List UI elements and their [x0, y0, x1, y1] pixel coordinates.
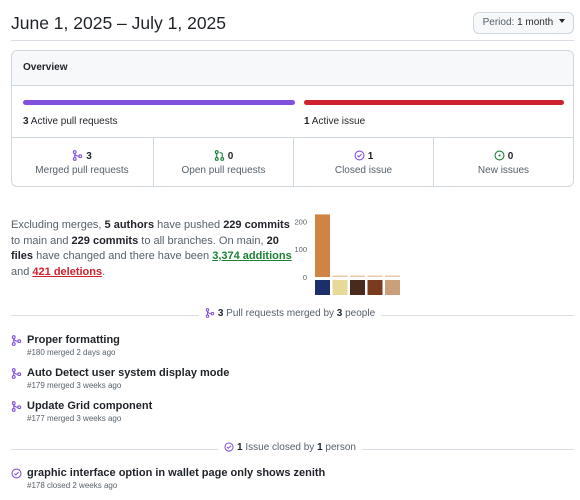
pr-title-link[interactable]: Update Grid component [27, 400, 153, 412]
issues-heading-text: person [322, 442, 356, 453]
issues-closed-count: 1 [237, 442, 243, 453]
y-tick-label: 200 [294, 217, 307, 226]
issues-people-count: 1 [317, 442, 323, 453]
open-pr-count: 0 [227, 151, 234, 162]
closed-issue-stat[interactable]: 1 Closed issue [293, 138, 433, 186]
active-issue-label: Active issue [311, 116, 366, 127]
contributor-avatar[interactable] [315, 280, 330, 295]
y-tick-label: 0 [303, 273, 307, 282]
merge-icon [205, 308, 215, 318]
commits-main-count: 229 commits [223, 219, 290, 231]
merged-pull-requests-stat[interactable]: 3 Merged pull requests [12, 138, 152, 186]
merge-icon [11, 401, 22, 412]
commits-all-count: 229 commits [71, 234, 139, 247]
closed-issue-count: 1 [367, 151, 374, 162]
closed-issue-label: Closed issue [334, 165, 393, 176]
contributor-avatar[interactable] [350, 280, 365, 295]
header-divider [11, 40, 574, 41]
files-changed-count: 20 files [11, 234, 279, 263]
active-issues-link[interactable]: 1 Active issue [304, 116, 365, 127]
issue-closed-icon [11, 468, 22, 479]
overview-title: Overview [12, 51, 573, 86]
contributor-avatar[interactable] [367, 280, 383, 295]
pr-meta: #180 merged 2 days ago [27, 348, 116, 357]
pr-list-item: Auto Detect user system display mode #17… [11, 366, 571, 396]
issue-list-item: graphic interface option in wallet page … [11, 466, 571, 496]
open-pr-label: Open pull requests [181, 165, 266, 176]
contributor-bar[interactable] [350, 275, 365, 278]
y-tick-label: 100 [294, 245, 307, 254]
merge-icon [73, 150, 83, 161]
issues-section-heading: 1 Issue closed by 1 person [0, 442, 580, 453]
overview-stats: 3 Merged pull requests 0 Open pull reque… [12, 138, 573, 186]
period-value: 1 month [517, 17, 554, 28]
prs-heading-text: people [342, 308, 376, 319]
commit-summary: Excluding merges, 5 authors have pushed … [11, 218, 296, 280]
contributor-bar[interactable] [332, 275, 348, 278]
summary-text: have pushed [154, 219, 224, 231]
authors-count: 5 authors [104, 219, 155, 231]
prs-merged-count: 3 [217, 308, 224, 319]
prs-people-count: 3 [336, 308, 343, 319]
open-pull-requests-stat[interactable]: 0 Open pull requests [153, 138, 293, 186]
overview-panel: Overview 3 Active pull requests 1 Active… [11, 50, 574, 187]
merged-pr-count: 3 [86, 151, 92, 162]
merged-pr-label: Merged pull requests [35, 165, 129, 176]
new-issues-stat[interactable]: 0 New issues [433, 138, 573, 186]
merge-icon [11, 335, 22, 346]
contributor-bar[interactable] [385, 275, 400, 278]
issue-title-link[interactable]: graphic interface option in wallet page … [27, 467, 326, 479]
issue-closed-icon [224, 442, 234, 452]
pr-list-item: Update Grid component #177 merged 3 week… [11, 399, 571, 429]
new-issues-count: 0 [507, 151, 514, 162]
pr-list-item: Proper formatting #180 merged 2 days ago [11, 333, 571, 363]
summary-text: have changed and there have been [33, 250, 213, 262]
prs-section-heading: 3 Pull requests merged by 3 people [0, 308, 580, 319]
active-pr-label: Active pull requests [30, 116, 118, 127]
issue-closed-icon [354, 150, 365, 161]
header: June 1, 2025 – July 1, 2025 Period: 1 mo… [11, 12, 574, 38]
summary-text: to main and [11, 234, 72, 247]
additions-link[interactable]: 3,374 additions [212, 250, 292, 262]
caret-down-icon [559, 19, 565, 24]
summary-text: . [102, 265, 106, 278]
active-issue-count: 1 [304, 116, 310, 127]
pr-title-link[interactable]: Auto Detect user system display mode [27, 367, 230, 379]
deletions-link[interactable]: 421 deletions [32, 265, 103, 278]
issues-heading-text: Issue closed by [242, 442, 318, 453]
period-label: Period: [482, 17, 515, 28]
issue-opened-icon [494, 150, 505, 161]
overview-bars: 3 Active pull requests 1 Active issue [12, 86, 573, 138]
contributor-avatar[interactable] [385, 280, 400, 295]
pull-request-icon [214, 150, 224, 161]
summary-text: Excluding merges, [11, 219, 105, 231]
contributor-bar[interactable] [315, 214, 330, 277]
active-issues-bar[interactable] [304, 100, 564, 105]
merge-icon [11, 368, 22, 379]
active-pull-requests-bar[interactable] [23, 100, 295, 105]
active-pull-requests-link[interactable]: 3 Active pull requests [23, 116, 118, 127]
contributors-bar-chart: 200 100 0 [294, 214, 400, 295]
pr-title-link[interactable]: Proper formatting [27, 334, 120, 346]
summary-text: to all branches. On main, [138, 234, 267, 247]
contributor-avatar[interactable] [332, 280, 348, 295]
issue-meta: #178 closed 2 weeks ago [27, 481, 118, 490]
period-dropdown-button[interactable]: Period: 1 month [472, 12, 574, 34]
contributor-bar[interactable] [367, 275, 383, 278]
prs-heading-text: Pull requests merged by [223, 308, 337, 319]
summary-text: and [11, 265, 33, 278]
new-issues-label: New issues [477, 165, 530, 176]
active-pr-count: 3 [23, 116, 29, 127]
pr-meta: #177 merged 3 weeks ago [27, 414, 122, 423]
pr-meta: #179 merged 3 weeks ago [27, 381, 122, 390]
date-range-title: June 1, 2025 – July 1, 2025 [11, 13, 227, 33]
